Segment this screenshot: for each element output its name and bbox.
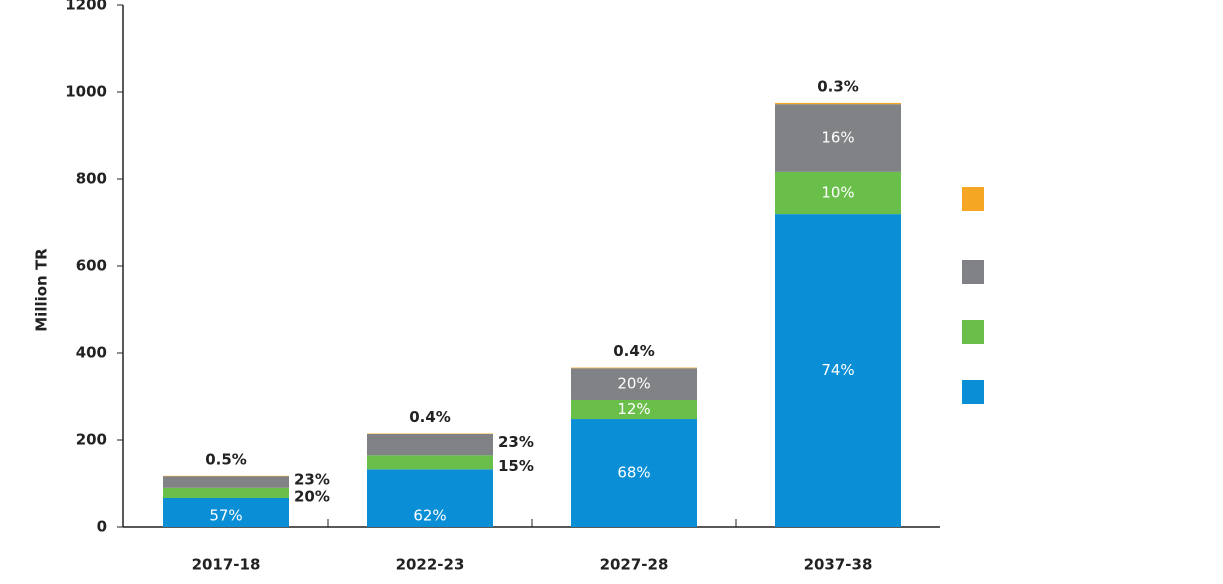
bar-segment: [163, 476, 289, 488]
y-tick-label: 600: [76, 257, 107, 275]
x-tick-label: 2022-23: [396, 556, 465, 574]
bar-segment: [571, 399, 697, 420]
x-tick-label: 2017-18: [192, 556, 261, 574]
data-label: 23%: [498, 433, 534, 451]
legend-swatch: [962, 187, 984, 211]
bar-segment: [367, 455, 493, 470]
y-tick-label: 400: [76, 344, 107, 362]
data-label: 57%: [209, 507, 242, 525]
y-tick-label: 800: [76, 170, 107, 188]
data-label: 62%: [413, 507, 446, 525]
bar-segment: [367, 469, 493, 527]
bar-segment: [571, 368, 697, 400]
data-label: 0.3%: [817, 77, 859, 95]
y-tick-label: 200: [76, 431, 107, 449]
data-label: 20%: [294, 487, 330, 505]
y-tick-label: 1000: [65, 83, 107, 101]
data-label: 16%: [821, 129, 854, 147]
bar-segment: [163, 475, 289, 477]
bar-segment: [367, 433, 493, 456]
y-tick-label: 0: [97, 518, 107, 536]
bar-segment: [775, 214, 901, 527]
legend-swatch: [962, 380, 984, 404]
legend-swatch: [962, 260, 984, 284]
bar-segment: [571, 367, 697, 369]
y-axis-title: Million TR: [33, 248, 51, 332]
data-label: 10%: [821, 183, 854, 201]
data-label: 12%: [617, 400, 650, 418]
data-label: 0.5%: [205, 450, 247, 468]
bar-segment: [775, 171, 901, 215]
data-label: 15%: [498, 457, 534, 475]
data-label: 68%: [617, 464, 650, 482]
bar-segment: [775, 104, 901, 172]
data-label: 74%: [821, 361, 854, 379]
data-label: 0.4%: [409, 408, 451, 426]
y-tick-label: 1200: [65, 0, 107, 14]
bar-segment: [163, 497, 289, 527]
bar-segment: [163, 487, 289, 498]
data-label: 23%: [294, 470, 330, 488]
bar-segment: [367, 433, 493, 435]
bar-segment: [775, 102, 901, 105]
x-tick-label: 2027-28: [600, 556, 669, 574]
data-label: 20%: [617, 375, 650, 393]
x-tick-label: 2037-38: [804, 556, 873, 574]
legend-swatch: [962, 320, 984, 344]
data-label: 0.4%: [613, 342, 655, 360]
bar-segment: [571, 419, 697, 527]
